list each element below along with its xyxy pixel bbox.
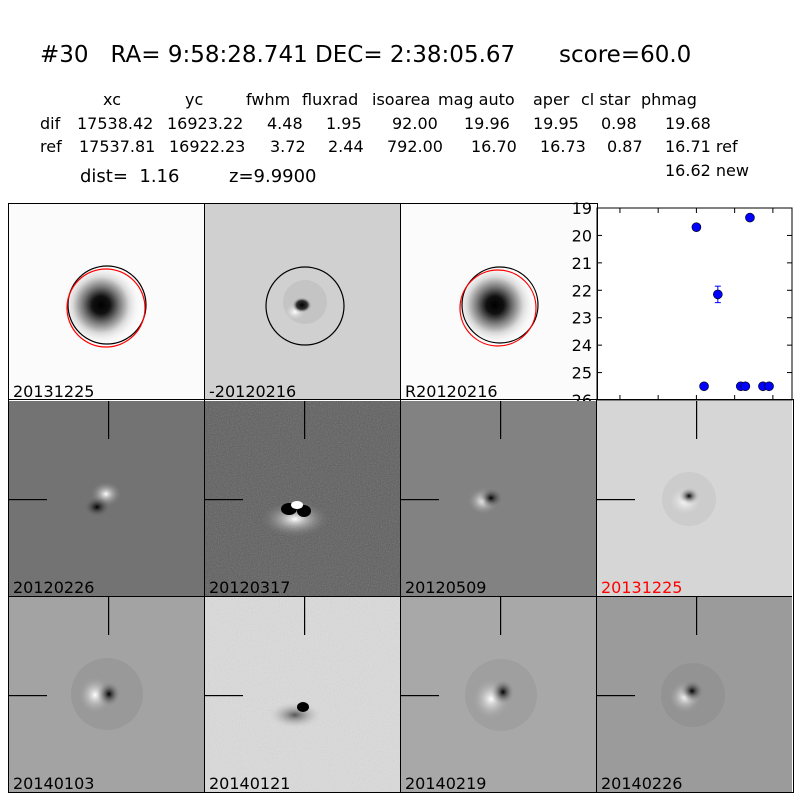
- crosshair-tick-top: [696, 597, 698, 635]
- stamp-epoch: 20140219: [401, 597, 596, 792]
- dif-fwhm: 4.48: [267, 114, 303, 133]
- crosshair-tick-left: [9, 695, 47, 697]
- ref-fwhm: 3.72: [270, 137, 306, 156]
- stamp-label: 20131225: [13, 382, 95, 400]
- crosshair-tick-left: [401, 695, 439, 697]
- stamp-epoch-current: 20131225: [597, 401, 792, 596]
- stamp-label: 20140219: [405, 774, 487, 792]
- row-label-ref: ref: [40, 137, 62, 156]
- dif-fluxrad: 1.95: [326, 114, 362, 133]
- dif-cl-star: 0.98: [601, 114, 637, 133]
- ref-yc: 16922.23: [169, 137, 246, 156]
- aperture-circle-red: [66, 268, 146, 348]
- dif-phmag: 19.68: [665, 114, 711, 133]
- crosshair-tick-top: [108, 401, 110, 439]
- grid-divider: [596, 399, 597, 792]
- dif-xc: 17538.42: [77, 114, 154, 133]
- dist-value: dist= 1.16: [80, 166, 180, 187]
- grid-divider: [204, 203, 205, 792]
- dif-mag-auto: 19.96: [464, 114, 510, 133]
- dif-aper: 19.95: [533, 114, 579, 133]
- data-point: [740, 381, 751, 392]
- y-tick-label: 19: [572, 199, 592, 218]
- aperture-circle-black: [67, 265, 147, 345]
- stamp-epoch: 20120317: [205, 401, 400, 596]
- candidate-title: #30 RA= 9:58:28.741 DEC= 2:38:05.67 scor…: [40, 42, 692, 68]
- ref-phmag: 16.71 ref: [665, 137, 738, 156]
- stamp-label: -20120216: [209, 382, 297, 400]
- stamp-label: 20131225: [601, 578, 683, 596]
- dif-isoarea: 92.00: [392, 114, 438, 133]
- y-tick-label: 25: [572, 364, 592, 383]
- stamp-epoch: 20120509: [401, 401, 596, 596]
- col-header-phmag: phmag: [641, 90, 697, 109]
- col-header-aper: aper: [533, 90, 570, 109]
- crosshair-tick-left: [401, 499, 439, 501]
- y-tick-label: 21: [572, 254, 592, 273]
- grid-divider: [400, 203, 401, 792]
- stamp-epoch: 20120226: [9, 401, 204, 596]
- ref-aper: 16.73: [540, 137, 586, 156]
- stamp-epoch: 20140226: [597, 597, 792, 792]
- stamp-label: 20140226: [601, 774, 683, 792]
- crosshair-tick-left: [205, 499, 243, 501]
- crosshair-tick-top: [696, 401, 698, 439]
- data-point: [764, 381, 774, 392]
- col-header-fluxrad: fluxrad: [302, 90, 359, 109]
- crosshair-tick-top: [304, 597, 306, 635]
- stamp-label: 20120317: [209, 578, 291, 596]
- data-point: [713, 289, 723, 300]
- crosshair-tick-top: [304, 401, 306, 439]
- stamp-epoch: 20140121: [205, 597, 400, 792]
- y-tick-label: 20: [572, 226, 592, 245]
- col-header-fwhm: fwhm: [246, 90, 291, 109]
- ref-fluxrad: 2.44: [328, 137, 364, 156]
- dif-yc: 16923.22: [167, 114, 244, 133]
- aperture-circle-black: [265, 266, 345, 346]
- col-header-cl-star: cl star: [581, 90, 631, 109]
- stamp-new: 20131225: [9, 204, 204, 400]
- y-tick-label: 23: [572, 309, 592, 328]
- aperture-circle-black: [461, 266, 539, 344]
- data-point: [699, 381, 709, 392]
- ref-isoarea: 792.00: [387, 137, 443, 156]
- data-point: [691, 222, 702, 233]
- crosshair-tick-top: [500, 401, 502, 439]
- crosshair-tick-left: [205, 695, 243, 697]
- stamp-label: 20120509: [405, 578, 487, 596]
- stamp-epoch: 20140103: [9, 597, 204, 792]
- aperture-circle-red: [459, 269, 537, 347]
- ref-xc: 17537.81: [79, 137, 156, 156]
- col-header-yc: yc: [185, 90, 204, 109]
- stamp-label: 20120226: [13, 578, 95, 596]
- row-label-dif: dif: [40, 114, 61, 133]
- stamp-label: 20140103: [13, 774, 95, 792]
- crosshair-tick-top: [500, 597, 502, 635]
- grid-divider: [8, 596, 792, 597]
- plot-frame: [596, 207, 793, 401]
- stamp-label: 20140121: [209, 774, 291, 792]
- crosshair-tick-left: [9, 499, 47, 501]
- stamp-reference: R20120216: [401, 204, 596, 400]
- y-tick-label: 24: [572, 336, 592, 355]
- crosshair-tick-left: [597, 695, 635, 697]
- crosshair-tick-left: [597, 499, 635, 501]
- phmag-new: 16.62 new: [665, 161, 749, 180]
- crosshair-tick-top: [108, 597, 110, 635]
- z-value: z=9.9900: [229, 166, 317, 187]
- data-point: [745, 212, 755, 223]
- ref-mag-auto: 16.70: [471, 137, 517, 156]
- col-header-isoarea: isoarea: [372, 90, 431, 109]
- col-header-mag-auto: mag auto: [438, 90, 515, 109]
- ref-cl-star: 0.87: [607, 137, 643, 156]
- y-tick-label: 22: [572, 281, 592, 300]
- stamp-label: R20120216: [405, 382, 498, 400]
- col-header-xc: xc: [103, 90, 121, 109]
- stamp-difference: -20120216: [205, 204, 400, 400]
